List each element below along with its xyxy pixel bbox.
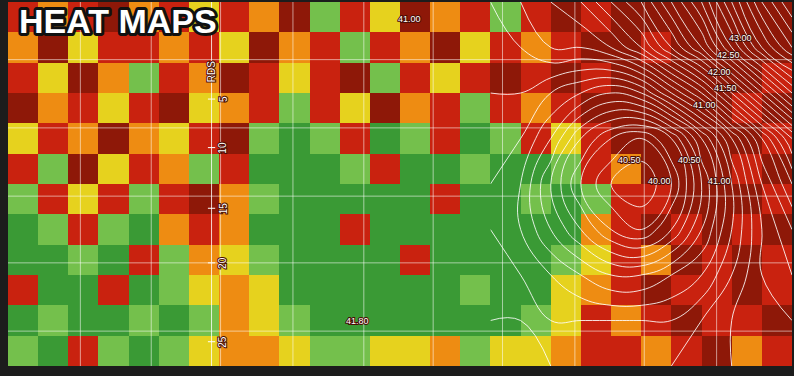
svg-text:25: 25: [217, 336, 228, 348]
svg-text:RDS: RDS: [206, 61, 217, 82]
svg-text:43.00: 43.00: [729, 33, 752, 43]
svg-text:40.00: 40.00: [648, 176, 671, 186]
svg-text:41.00: 41.00: [398, 14, 421, 24]
svg-text:20: 20: [217, 257, 228, 269]
svg-text:HEAT MAPS: HEAT MAPS: [19, 2, 217, 40]
svg-text:42.00: 42.00: [708, 67, 731, 77]
svg-text:41.80: 41.80: [346, 316, 369, 326]
svg-text:42.50: 42.50: [717, 50, 740, 60]
svg-text:15: 15: [218, 203, 229, 215]
svg-text:41.00: 41.00: [693, 100, 716, 110]
svg-text:10: 10: [217, 142, 228, 154]
svg-text:41.00: 41.00: [708, 176, 731, 186]
svg-text:40.50: 40.50: [618, 155, 641, 165]
svg-text:41.50: 41.50: [714, 83, 737, 93]
svg-text:5: 5: [218, 96, 229, 102]
svg-text:40.50: 40.50: [678, 155, 701, 165]
